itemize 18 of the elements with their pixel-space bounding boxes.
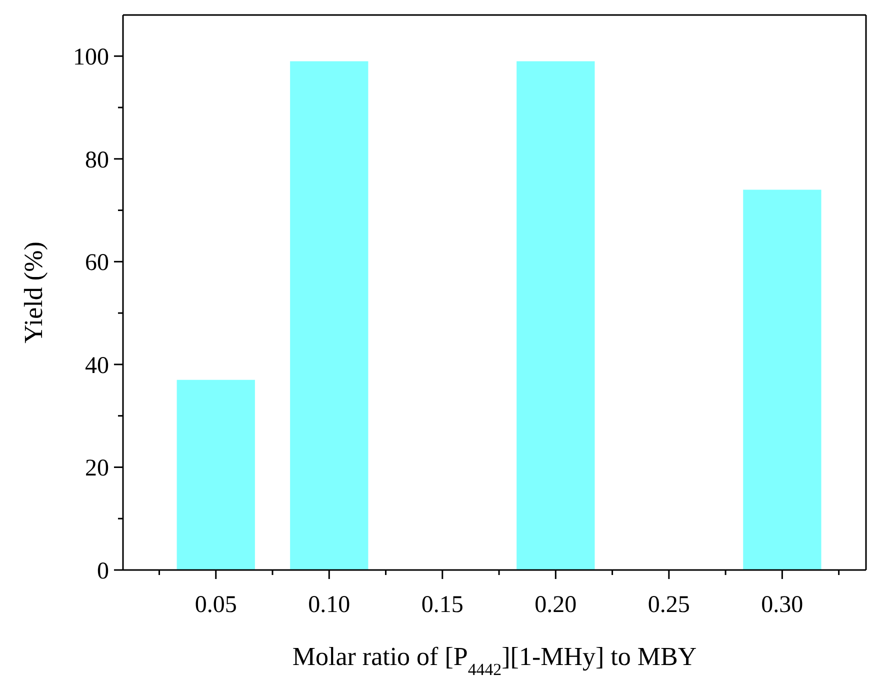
x-tick-label: 0.10 — [308, 592, 350, 618]
x-tick-label: 0.25 — [648, 592, 690, 618]
bar — [516, 61, 595, 570]
x-axis-title: Molar ratio of [P$_{4442}$][1-MHy] to MBY — [292, 642, 697, 678]
x-tick-label: 0.05 — [194, 592, 237, 618]
x-tick-label: 0.15 — [421, 592, 464, 618]
y-tick-label: 20 — [85, 456, 109, 482]
y-axis-title: Yield (%) — [19, 242, 48, 344]
y-tick-label: 100 — [73, 44, 109, 71]
x-tick-label: 0.20 — [534, 592, 577, 618]
y-tick-label: 80 — [85, 147, 109, 174]
y-tick-label: 0 — [97, 558, 109, 584]
y-tick-label: 60 — [85, 250, 109, 276]
bar — [290, 61, 368, 570]
bar — [743, 190, 822, 570]
bar — [176, 380, 255, 570]
x-tick-label: 0.30 — [761, 592, 804, 618]
y-tick-label: 40 — [85, 352, 109, 379]
